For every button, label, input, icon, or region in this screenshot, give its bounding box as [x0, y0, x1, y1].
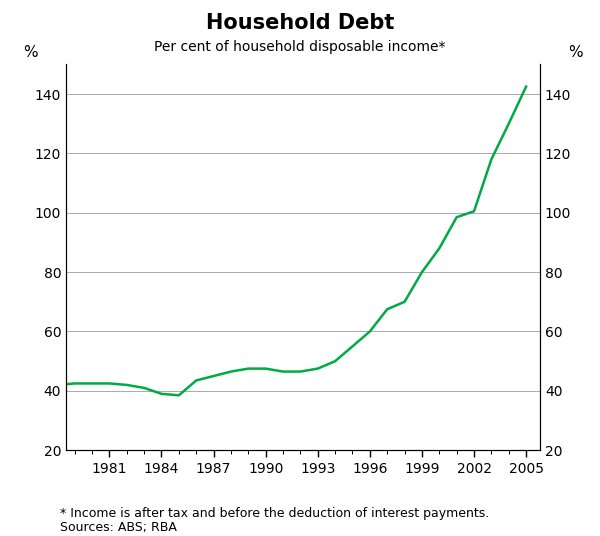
Text: %: % [23, 46, 38, 61]
Text: %: % [568, 46, 583, 61]
Text: Sources: ABS; RBA: Sources: ABS; RBA [60, 521, 177, 534]
Text: Household Debt: Household Debt [206, 13, 394, 33]
Text: * Income is after tax and before the deduction of interest payments.: * Income is after tax and before the ded… [60, 507, 489, 519]
Text: Per cent of household disposable income*: Per cent of household disposable income* [154, 40, 446, 54]
